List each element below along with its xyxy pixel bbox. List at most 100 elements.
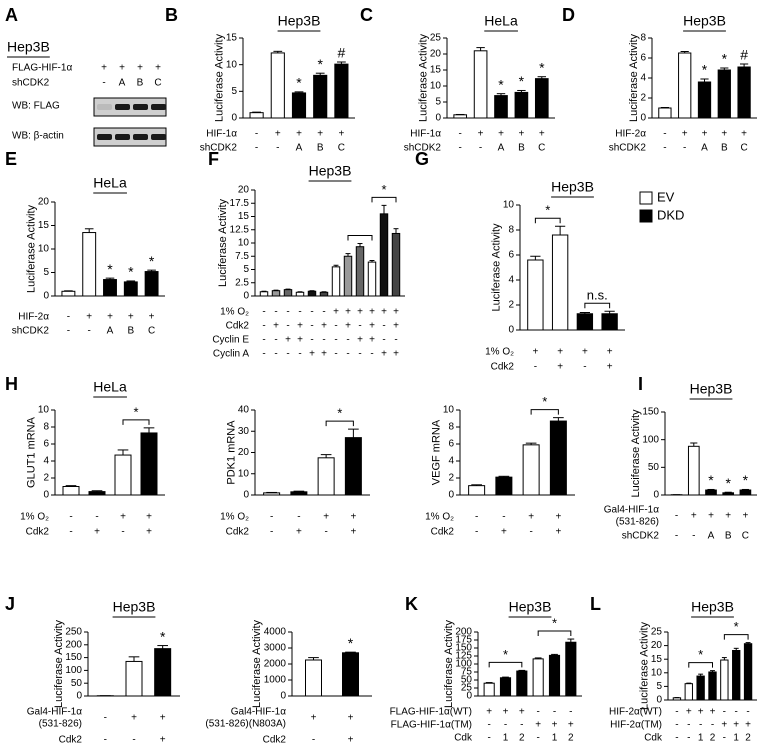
row-label: HIF-2α(WT) [609,707,662,718]
row-mark: - [346,349,349,360]
bar [697,81,712,119]
bar [684,683,693,701]
bar [739,489,752,496]
y-axis-label: Luciferase Activity [443,619,455,708]
significance-marker: * [128,264,134,280]
bar [283,289,293,297]
row-mark: + [107,312,113,323]
row-mark: - [298,307,301,318]
row-mark: + [381,307,387,318]
bar [516,670,528,697]
row-label: 1% O₂ [425,512,454,523]
row-label: (531-826) [616,517,659,528]
row-mark: + [149,312,155,323]
row-mark: + [348,735,354,746]
bar [678,52,692,119]
bar [720,659,729,701]
bar [601,313,618,331]
y-axis-label: Luciferase Activity [628,33,640,122]
bar [672,697,682,701]
y-tick-label: 10 [226,59,238,70]
blot-mark: A [119,78,126,89]
y-tick-label: 75 [461,667,473,678]
row-mark: B [317,143,324,154]
y-axis-label: Luciferase Activity [53,619,65,708]
row-mark: - [121,527,124,538]
row-mark: - [382,335,385,346]
y-tick-label: 5 [656,681,662,692]
y-tick-label: 25 [461,683,473,694]
bracket-label: * [552,615,557,630]
row-mark: 1 [552,733,558,744]
row-mark: - [324,527,327,538]
y-tick-label: 25 [651,627,663,638]
row-mark: + [323,512,329,523]
row-mark: + [555,512,561,523]
y-tick-label: 10 [503,200,515,211]
row-mark: + [338,129,344,140]
row-mark: + [503,707,509,718]
bar [565,641,577,697]
significance-marker: * [149,253,155,269]
row-mark: + [333,307,339,318]
blot-mark: C [154,78,161,89]
y-tick-label: 8 [43,422,49,433]
y-tick-label: 40 [238,405,250,416]
row-mark: B [518,143,525,154]
row-label: Cyclin E [212,335,249,346]
legend-label: DKD [657,207,684,222]
row-label: 1% O₂ [220,512,249,523]
chart-title: Hep3B [691,599,734,615]
blot-mark: + [155,63,161,74]
significance-marker: # [338,45,346,61]
bar [522,444,540,496]
y-tick-label: 30 [238,426,250,437]
row-label: Cyclin A [213,349,249,360]
row-label: Cdk2 [26,527,50,538]
bar [494,95,508,119]
row-mark: + [369,335,375,346]
row-mark: + [350,527,356,538]
row-mark: - [310,335,313,346]
row-label: HIF-2α [615,129,646,140]
row-mark: A [107,326,114,337]
bar [61,290,76,297]
row-mark: + [478,129,484,140]
row-mark: + [607,347,613,358]
y-tick-label: 0 [435,113,441,124]
bar [705,489,717,496]
row-mark: - [520,720,523,731]
row-mark: - [382,321,385,332]
row-mark: + [128,312,134,323]
row-mark: + [535,720,541,731]
row-mark: B [725,531,732,542]
bar [343,255,353,297]
y-tick-label: 200 [65,639,82,650]
y-tick-label: 20 [238,185,250,196]
row-mark: - [104,713,107,724]
y-tick-label: 4000 [264,627,287,638]
y-tick-label: 20 [651,640,663,651]
row-mark: + [94,527,100,538]
bar [249,112,264,119]
blot-label: WB: FLAG [12,101,60,112]
y-tick-label: 6 [508,250,514,261]
blot-band [115,134,130,140]
row-mark: - [298,349,301,360]
bar [549,420,567,496]
bar [331,266,341,297]
row-mark: + [519,707,525,718]
y-tick-label: 6 [448,439,454,450]
bar [295,291,305,297]
bar [144,271,159,297]
blot-mark: + [137,63,143,74]
bar [263,492,281,496]
row-mark: A [296,143,303,154]
row-mark: + [297,321,303,332]
significance-marker: * [725,475,731,491]
y-tick-label: 0 [640,113,646,124]
significance-bracket [530,409,559,415]
y-axis-label: PDK1 mRNA [225,420,237,485]
y-tick-label: 0 [76,691,82,702]
row-mark: + [345,321,351,332]
